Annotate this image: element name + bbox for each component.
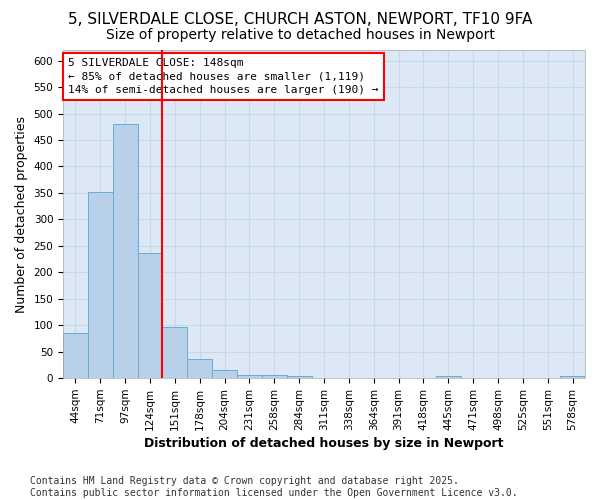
Bar — [187, 358, 212, 378]
Text: Size of property relative to detached houses in Newport: Size of property relative to detached ho… — [106, 28, 494, 42]
Bar — [560, 376, 585, 378]
Bar — [262, 374, 287, 378]
Bar — [212, 370, 237, 378]
Bar — [237, 375, 262, 378]
Y-axis label: Number of detached properties: Number of detached properties — [15, 116, 28, 312]
Bar — [88, 192, 113, 378]
Bar — [137, 252, 163, 378]
Bar — [63, 333, 88, 378]
Text: Contains HM Land Registry data © Crown copyright and database right 2025.
Contai: Contains HM Land Registry data © Crown c… — [30, 476, 518, 498]
X-axis label: Distribution of detached houses by size in Newport: Distribution of detached houses by size … — [144, 437, 504, 450]
Bar — [163, 327, 187, 378]
Bar — [436, 376, 461, 378]
Bar — [113, 124, 137, 378]
Bar — [287, 376, 311, 378]
Text: 5 SILVERDALE CLOSE: 148sqm
← 85% of detached houses are smaller (1,119)
14% of s: 5 SILVERDALE CLOSE: 148sqm ← 85% of deta… — [68, 58, 379, 94]
Text: 5, SILVERDALE CLOSE, CHURCH ASTON, NEWPORT, TF10 9FA: 5, SILVERDALE CLOSE, CHURCH ASTON, NEWPO… — [68, 12, 532, 28]
